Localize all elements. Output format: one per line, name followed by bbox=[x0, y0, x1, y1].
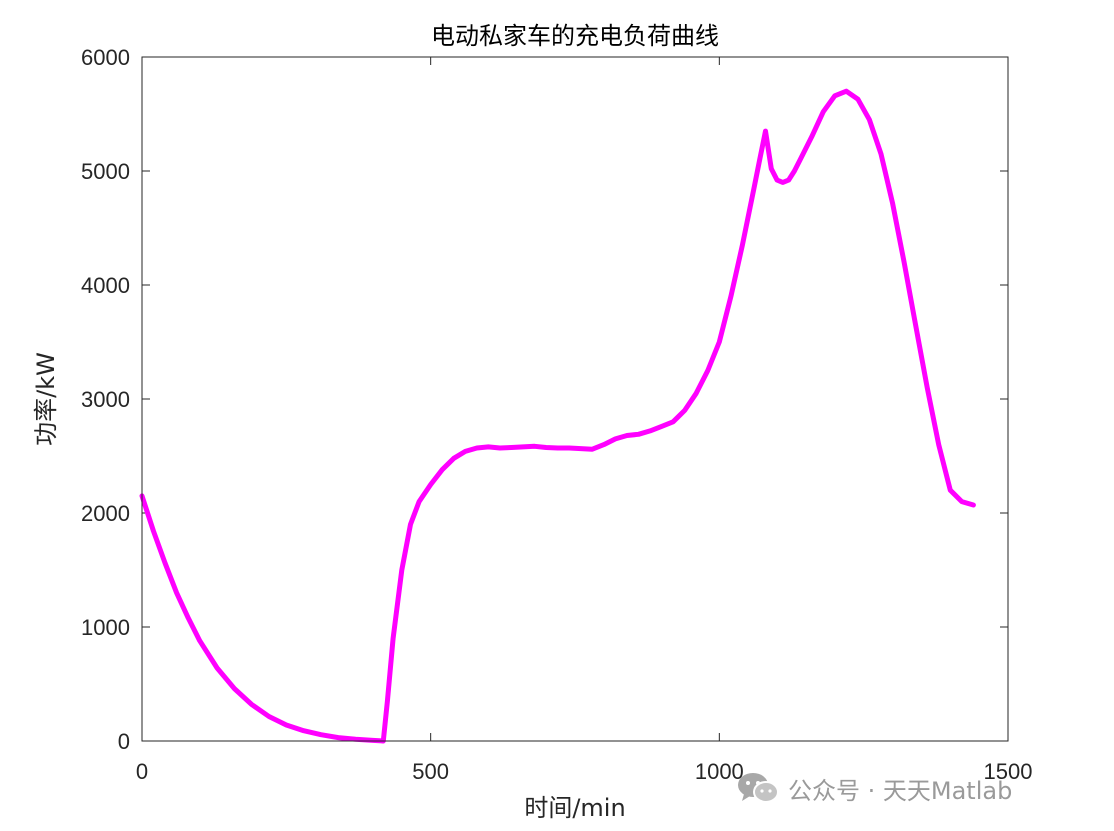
labels-layer: 0 500 1000 1500 0 1000 2000 3000 4000 5000 6000 bbox=[81, 45, 1032, 784]
x-tick-label: 0 bbox=[136, 759, 148, 784]
plot-area-background bbox=[142, 57, 1008, 741]
y-tick-label: 3000 bbox=[81, 387, 130, 412]
x-tick-label: 1500 bbox=[984, 759, 1033, 784]
series-line bbox=[139, 88, 976, 744]
y-tick-label: 5000 bbox=[81, 159, 130, 184]
plot-frame bbox=[141, 56, 1009, 742]
y-tick-label: 2000 bbox=[81, 501, 130, 526]
x-tick-label: 1000 bbox=[695, 759, 744, 784]
series-layer bbox=[139, 88, 976, 744]
chart-title: 电动私家车的充电负荷曲线 bbox=[431, 22, 719, 50]
watermark: 公众号 · 天天Matlab bbox=[736, 768, 1012, 808]
y-axis-title: 功率/kW bbox=[32, 352, 60, 446]
y-tick-label: 6000 bbox=[81, 45, 130, 70]
wechat-icon bbox=[736, 770, 780, 806]
y-tick-label: 1000 bbox=[81, 615, 130, 640]
x-axis-title: 时间/min bbox=[524, 794, 625, 822]
y-tick-label: 0 bbox=[118, 729, 130, 754]
y-tick-label: 4000 bbox=[81, 273, 130, 298]
watermark-text: 公众号 · 天天Matlab bbox=[788, 776, 1013, 805]
x-tick-label: 500 bbox=[412, 759, 449, 784]
